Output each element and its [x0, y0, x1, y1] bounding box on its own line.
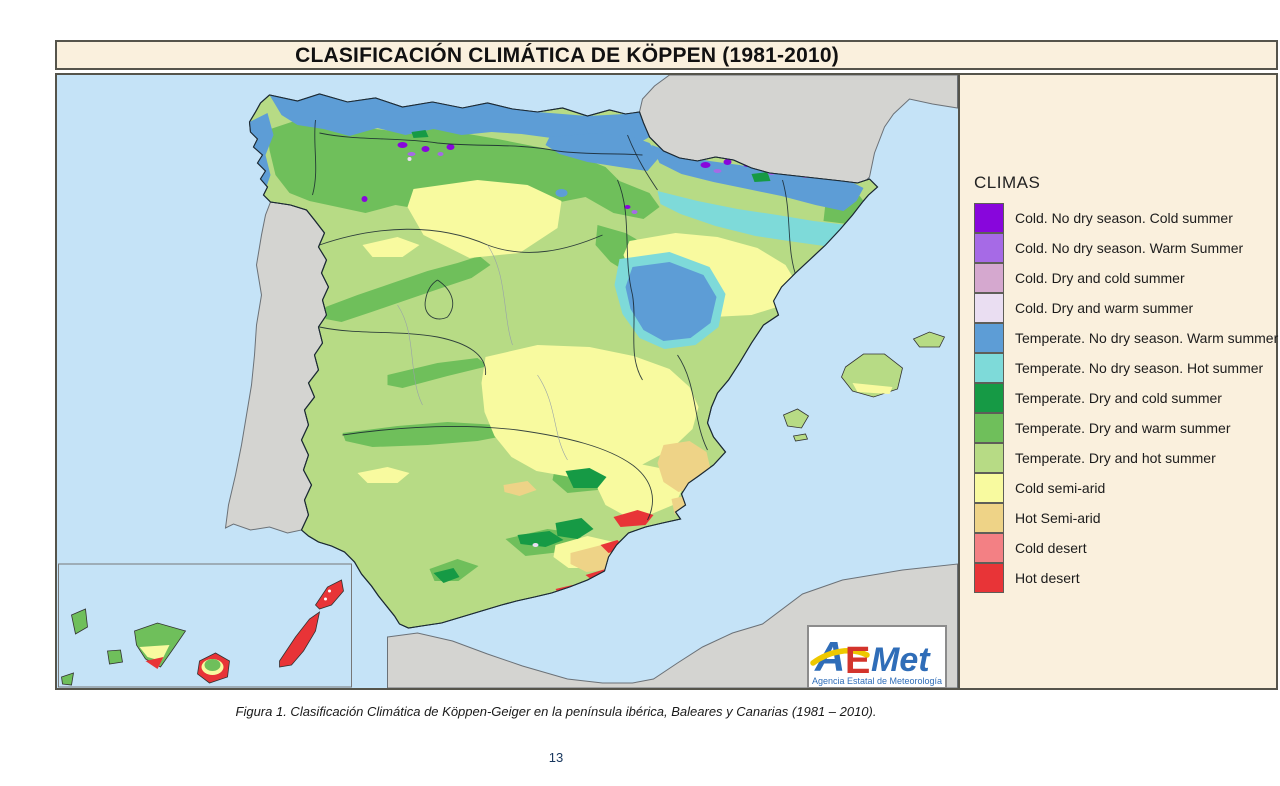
- legend-swatch: [974, 232, 1004, 263]
- legend-swatch: [974, 322, 1004, 353]
- legend-swatch: [974, 412, 1004, 443]
- el-hierro: [61, 672, 75, 686]
- canary-inset: [58, 563, 352, 688]
- legend-item: Cold. Dry and cold summer: [974, 262, 1278, 293]
- legend-item-label: Temperate. No dry season. Warm summer: [1015, 330, 1279, 346]
- legend-item: Hot desert: [974, 562, 1278, 593]
- legend-title: CLIMAS: [974, 173, 1041, 192]
- balearic-islands: [782, 331, 946, 442]
- legend-swatch: [974, 202, 1004, 233]
- la-gomera: [107, 649, 123, 665]
- legend-item-label: Hot Semi-arid: [1015, 510, 1101, 526]
- legend-item-label: Temperate. Dry and cold summer: [1015, 390, 1222, 406]
- legend-item-label: Cold. No dry season. Cold summer: [1015, 210, 1233, 226]
- legend-item-label: Temperate. No dry season. Hot summer: [1015, 360, 1264, 376]
- legend-item-label: Temperate. Dry and hot summer: [1015, 450, 1216, 466]
- legend-swatch: [974, 532, 1004, 563]
- climate-zones: [249, 94, 870, 597]
- page-number: 13: [548, 750, 564, 765]
- logo-letters-met: Met: [871, 641, 931, 679]
- legend-item: Cold. No dry season. Cold summer: [974, 202, 1278, 233]
- legend-item: Temperate. Dry and hot summer: [974, 442, 1278, 473]
- legend-swatch: [974, 562, 1004, 593]
- legend-item-label: Cold. Dry and warm summer: [1015, 300, 1194, 316]
- region-boundaries: [312, 119, 798, 521]
- aemet-logo: A E Met Agencia Estatal de Meteorología: [807, 625, 947, 688]
- legend-item: Cold desert: [974, 532, 1278, 563]
- legend-item-label: Cold. Dry and cold summer: [1015, 270, 1185, 286]
- fuerteventura: [279, 611, 321, 668]
- legend-item: Temperate. No dry season. Warm summer: [974, 322, 1279, 353]
- legend-item-label: Cold semi-arid: [1015, 480, 1106, 496]
- map-frame: A E Met Agencia Estatal de Meteorología …: [55, 73, 1278, 690]
- legend-swatch: [974, 382, 1004, 413]
- legend-swatch: [974, 292, 1004, 323]
- legend-panel: CLIMAS Cold. No dry season. Cold summer C…: [960, 75, 1279, 688]
- legend-swatch: [974, 502, 1004, 533]
- legend-item-label: Cold desert: [1015, 540, 1087, 556]
- legend-item-label: Cold. No dry season. Warm Summer: [1015, 240, 1244, 256]
- legend-item: Cold semi-arid: [974, 472, 1278, 503]
- map-canvas: A E Met Agencia Estatal de Meteorología: [57, 75, 960, 688]
- legend-item: Temperate. No dry season. Hot summer: [974, 352, 1278, 383]
- legend-swatch: [974, 472, 1004, 503]
- legend-swatch: [974, 352, 1004, 383]
- legend-item-label: Hot desert: [1015, 570, 1080, 586]
- logo-subtitle: Agencia Estatal de Meteorología: [812, 676, 943, 686]
- legend-item: Temperate. Dry and cold summer: [974, 382, 1278, 413]
- aemet-logo-art: A E Met Agencia Estatal de Meteorología: [810, 633, 943, 686]
- logo-letter-e: E: [845, 640, 870, 682]
- legend-swatch: [974, 262, 1004, 293]
- legend-item-label: Temperate. Dry and warm summer: [1015, 420, 1231, 436]
- legend-item: Cold. No dry season. Warm Summer: [974, 232, 1278, 263]
- climate-map-svg: [57, 75, 958, 688]
- map-title-bar: CLASIFICACIÓN CLIMÁTICA DE KÖPPEN (1981-…: [55, 40, 1278, 70]
- legend-item: Temperate. Dry and warm summer: [974, 412, 1278, 443]
- legend-item: Cold. Dry and warm summer: [974, 292, 1278, 323]
- map-title: CLASIFICACIÓN CLIMÁTICA DE KÖPPEN (1981-…: [295, 44, 839, 67]
- legend-item: Hot Semi-arid: [974, 502, 1278, 533]
- la-palma: [71, 608, 88, 635]
- figure-caption: Figura 1. Clasificación Climática de Köp…: [235, 704, 877, 719]
- logo-yellow-swoosh: [810, 648, 870, 666]
- lanzarote: [314, 579, 344, 610]
- legend-swatch: [974, 442, 1004, 473]
- legend-items: Cold. No dry season. Cold summer Cold. No…: [974, 202, 1279, 593]
